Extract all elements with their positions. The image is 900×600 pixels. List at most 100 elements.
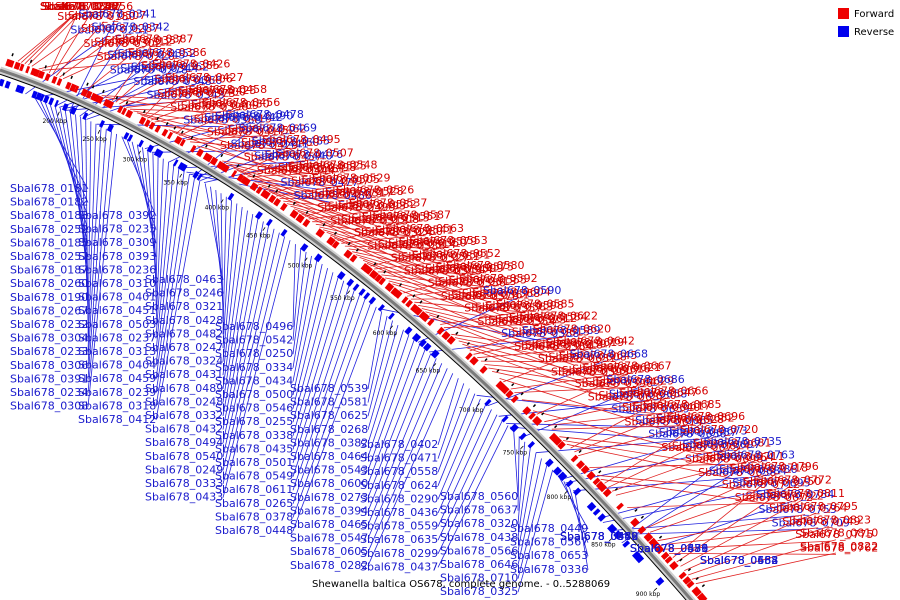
leader-line: [614, 528, 808, 535]
gene-label-sbal678-0558: Sbal678_0558: [360, 465, 438, 478]
leader-line: [319, 226, 425, 250]
gene-label-sbal678-0617: Sbal678_0617: [633, 400, 711, 413]
forward-gene: [654, 544, 665, 555]
gene-label-sbal678-0570: Sbal678_0570: [441, 290, 519, 303]
gene-label-sbal678-0811: Sbal678_0811: [767, 487, 845, 500]
reverse-gene: [346, 278, 355, 287]
gene-label-sbal678-0440: Sbal678_0440: [254, 149, 332, 162]
gene-label-sbal678-0486: Sbal678_0486: [294, 189, 372, 202]
gene-label-sbal678-0615: Sbal678_0615: [512, 325, 590, 338]
gene-label-sbal678-0612: Sbal678_0612: [499, 312, 577, 325]
leader-line: [437, 398, 481, 500]
gene-label-sbal678-0696: Sbal678_0696: [667, 410, 745, 423]
gene-label-sbal678-0333: Sbal678_0333: [145, 477, 223, 490]
gene-label-sbal678-0718: Sbal678_0718: [730, 462, 808, 475]
leader-line: [222, 228, 275, 457]
forward-gene: [532, 415, 543, 426]
leader-line: [131, 141, 157, 244]
leader-line: [577, 423, 693, 457]
gene-label-sbal678-0682: Sbal678_0682: [560, 530, 638, 543]
leader-line: [367, 315, 388, 403]
forward-gene: [121, 107, 127, 116]
feature-marker: [373, 262, 377, 266]
gene-label-sbal678-0348: Sbal678_0348: [133, 75, 211, 88]
leader-line: [589, 463, 732, 468]
gene-label-sbal678-0796: Sbal678_0796: [741, 460, 819, 473]
gene-label-sbal678-0393: Sbal678_0393: [78, 250, 156, 263]
feature-marker: [333, 231, 337, 235]
gene-label-sbal678-0589: Sbal678_0589: [522, 324, 600, 337]
forward-gene: [505, 389, 514, 399]
gene-label-sbal678-0515: Sbal678_0515: [352, 212, 430, 225]
gene-label-sbal678-0451: Sbal678_0451: [78, 304, 156, 317]
gene-label-sbal678-0427: Sbal678_0427: [165, 71, 243, 84]
scale-tick: [220, 199, 224, 204]
leader-line: [215, 189, 224, 308]
gene-label-sbal678-0772: Sbal678_0772: [754, 474, 832, 487]
forward-gene: [669, 561, 679, 571]
gene-label-sbal678-0668: Sbal678_0668: [570, 348, 648, 361]
gene-label-sbal678-0597: Sbal678_0597: [535, 337, 613, 350]
reverse-gene: [388, 312, 395, 320]
forward-gene: [553, 437, 562, 446]
gene-label-sbal678-0658: Sbal678_0658: [609, 388, 687, 401]
scale-tick-label: 850 kbp: [591, 541, 616, 548]
leader-line: [186, 135, 265, 141]
leader-line: [292, 251, 307, 355]
forward-gene: [557, 441, 566, 450]
leader-line: [521, 399, 659, 415]
gene-label-sbal678-0566: Sbal678_0566: [440, 544, 518, 557]
scale-tick: [179, 173, 183, 178]
feature-marker: [220, 153, 224, 158]
gene-label-sbal678-0282: Sbal678_0282: [290, 559, 368, 572]
forward-gene: [51, 76, 58, 84]
gene-label-sbal678-0823: Sbal678_0823: [793, 513, 871, 526]
feature-marker: [598, 470, 602, 474]
feature-marker: [236, 163, 240, 168]
leader-line: [695, 552, 837, 585]
leader-line: [488, 367, 622, 390]
forward-gene: [374, 274, 383, 283]
leader-line: [115, 58, 165, 103]
leader-line: [536, 372, 630, 415]
forward-gene: [586, 471, 596, 481]
gene-label-sbal678-0390: Sbal678_0390: [170, 100, 248, 113]
gene-label-sbal678-0810: Sbal678_0810: [800, 527, 878, 540]
reverse-gene: [280, 228, 288, 237]
leader-line: [517, 469, 554, 593]
leader-line: [532, 410, 698, 455]
genome-backbone: [0, 66, 696, 600]
leader-line: [484, 364, 609, 376]
gene-label-sbal678-0234: Sbal678_0234: [10, 386, 88, 399]
reverse-gene: [19, 86, 25, 94]
reverse-gene: [557, 471, 568, 482]
reverse-gene: [177, 162, 186, 171]
leader-line: [425, 311, 561, 353]
gene-label-sbal678-0265: Sbal678_0265: [215, 497, 293, 510]
feature-marker: [520, 392, 524, 396]
leader-line: [559, 436, 708, 453]
gene-label-sbal678-0619: Sbal678_0619: [546, 336, 624, 349]
leader-line: [222, 206, 243, 376]
leader-line: [367, 353, 432, 512]
gene-label-sbal678-0302: Sbal678_0302: [84, 37, 162, 50]
scale-tick: [138, 150, 141, 155]
forward-gene: [138, 116, 147, 125]
leader-line: [487, 360, 606, 407]
gene-label-sbal678-0764: Sbal678_0764: [769, 502, 847, 515]
gene-label-sbal678-0607: Sbal678_0607: [562, 364, 640, 377]
gene-label-sbal678-0431: Sbal678_0431: [145, 368, 223, 381]
reverse-gene: [48, 97, 55, 106]
reverse-gene: [358, 288, 366, 296]
gene-label-sbal678-0378: Sbal678_0378: [215, 510, 293, 523]
forward-gene: [280, 202, 288, 212]
leader-line: [367, 373, 454, 566]
gene-label-sbal678-0720: Sbal678_0720: [680, 423, 758, 436]
gene-label-sbal678-0392: Sbal678_0392: [78, 209, 156, 222]
gene-label-sbal678-0388: Sbal678_0388: [183, 114, 261, 127]
leader-line: [367, 329, 404, 444]
gene-label-sbal678-0537: Sbal678_0537: [349, 197, 427, 210]
scale-tick-label: 300 kbp: [123, 156, 148, 163]
gene-label-sbal678-0247: Sbal678_0247: [145, 341, 223, 354]
gene-label-sbal678-0257: Sbal678_0257: [10, 250, 88, 263]
